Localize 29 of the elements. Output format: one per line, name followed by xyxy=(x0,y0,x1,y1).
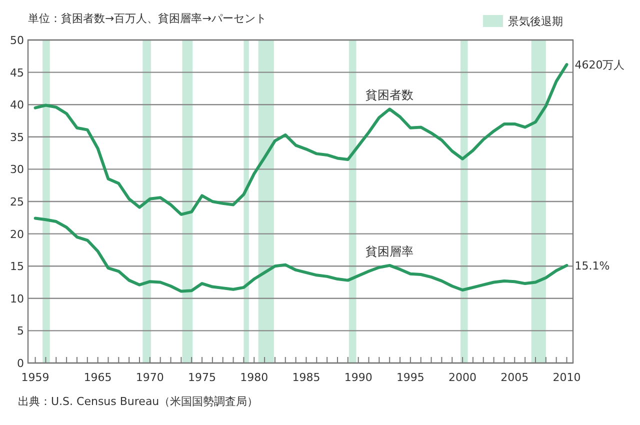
ytick: 45 xyxy=(10,66,24,80)
xtick: 1959 xyxy=(21,371,50,384)
xtick: 1990 xyxy=(344,371,372,384)
ytick: 35 xyxy=(10,130,24,144)
xtick: 2010 xyxy=(552,371,581,384)
xtick: 1975 xyxy=(188,371,216,384)
ytick: 40 xyxy=(10,98,24,112)
series-name: 貧困者数 xyxy=(366,88,414,102)
note: 出典：U.S. Census Bureau（米国国勢調査局） xyxy=(18,395,258,408)
xtick: 1980 xyxy=(240,371,268,384)
xtick: 1995 xyxy=(396,371,424,384)
annotation: 4620万人 xyxy=(574,58,625,72)
ytick: 25 xyxy=(10,196,24,208)
xtick: 1970 xyxy=(136,371,164,384)
ytick: 30 xyxy=(10,163,24,176)
ytick: 15 xyxy=(10,260,24,274)
ytick: 0 xyxy=(17,357,24,370)
title: 単位：貧困者数→百万人、貧困層率→パーセント xyxy=(28,12,266,25)
annotation: 15.1% xyxy=(574,259,610,272)
xtick: 1985 xyxy=(292,371,320,384)
ytick: 50 xyxy=(10,34,24,47)
xtick: 2000 xyxy=(448,371,477,384)
legend: 景気後退期 xyxy=(508,15,563,28)
xtick: 2005 xyxy=(500,371,529,384)
xtick: 1965 xyxy=(84,371,112,384)
ytick: 5 xyxy=(17,324,24,338)
series-name: 貧困層率 xyxy=(366,244,414,258)
ytick: 20 xyxy=(10,228,24,241)
ytick: 10 xyxy=(10,292,24,306)
